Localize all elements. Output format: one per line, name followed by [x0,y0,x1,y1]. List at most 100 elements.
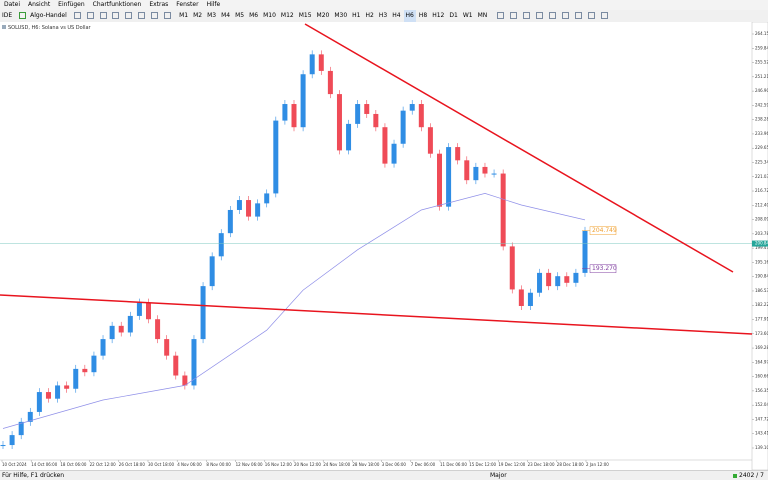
price-label: 255.529 [755,60,768,65]
time-label: 15 Dec 12:00 [469,462,496,467]
grid-icon[interactable] [151,12,159,19]
timeframe-button[interactable]: W1 [462,12,473,19]
timeframe-button[interactable]: M5 [235,12,245,19]
help-text: Für Hilfe, F1 drücken [2,472,65,479]
candle [437,153,442,207]
candle [9,435,15,446]
time-label: 28 Nov 18:00 [352,462,379,467]
timeframe-button[interactable]: D1 [449,12,458,19]
timeframe-button[interactable]: H4 [392,12,401,19]
candle [282,104,288,121]
menu-item[interactable]: Fenster [176,1,199,8]
zoom-icon[interactable] [138,12,146,19]
price-label: 238.281 [755,117,768,122]
candle [336,94,342,151]
hline-icon[interactable] [535,12,543,19]
timeframe-button[interactable]: H2 [365,12,374,19]
time-label: 8 Nov 00:00 [206,462,231,467]
ide-button[interactable]: IDE [2,12,13,19]
time-label: 26 Oct 18:00 [119,462,146,467]
vline-icon[interactable] [523,12,530,19]
price-label: 212.409 [755,202,768,207]
candle [364,104,370,114]
candle [0,445,6,447]
chart-icon[interactable] [99,12,107,19]
algo-button[interactable]: Algo-Handel [30,12,67,19]
price-label: 173.601 [755,331,768,336]
current-price-tag [752,240,768,247]
time-label: 22 Oct 12:00 [90,462,117,467]
menu-item[interactable]: Chartfunktionen [92,1,142,8]
timeframe-button[interactable]: M6 [249,12,259,19]
price-label: 251.217 [755,74,768,79]
candle [373,113,379,128]
candle [537,272,543,293]
zoom-icon[interactable] [125,12,133,19]
timeframe-button[interactable]: H6 [403,10,416,22]
candle [127,315,133,333]
time-label: 16 Nov 12:00 [265,462,292,467]
price-label: 139.105 [755,445,768,450]
timeframe-button[interactable]: M4 [221,12,231,19]
time-label: 7 Dec 06:00 [411,462,436,467]
timeframe-button[interactable]: M3 [207,12,217,19]
timeframe-button[interactable]: M2 [193,12,203,19]
price-label: 164.977 [755,359,768,364]
timeframe-button[interactable]: M30 [334,12,348,19]
symbol-icon [2,25,6,29]
candle [427,127,433,154]
chart-icon[interactable] [73,12,81,19]
channel-icon[interactable] [561,12,569,19]
timeframe-button[interactable]: M20 [316,12,330,19]
menu-item[interactable]: Hilfe [206,1,221,8]
time-label: 2 Jan 12:00 [586,462,609,467]
time-label: 20 Nov 12:00 [294,462,321,467]
price-label: 221.033 [755,174,768,179]
menu-item[interactable]: Datei [4,1,21,8]
candle [473,166,479,181]
chart-area: SOLUSD, H6: Solana vs US Dollar 204.749 1… [0,22,768,470]
shapes-icon[interactable] [600,12,608,19]
timeframe-button[interactable]: M12 [280,12,294,19]
chart-icon[interactable] [86,12,94,19]
candle [246,200,252,217]
price-label: 246.905 [755,88,768,93]
menu-item[interactable]: Einfügen [58,1,85,8]
candle [109,325,115,340]
price-label: 216.721 [755,188,768,193]
candle [555,276,561,287]
timeframe-button[interactable]: M10 [263,12,276,19]
price-label: 160.665 [755,374,768,379]
candle [309,54,315,75]
screenshot-icon[interactable] [164,12,172,19]
price-label: 186.537 [755,288,768,293]
menu-item[interactable]: Extras [149,1,169,8]
chart-icon[interactable] [112,12,120,19]
status-bar: Für Hilfe, F1 drücken Major 2402 / 7 Kb [0,470,768,480]
price-label: 143.417 [755,431,768,436]
timeframe-button[interactable]: H12 [432,12,445,19]
candle [191,339,197,386]
trendline-icon[interactable] [548,12,556,19]
menu-bar: Datei Ansicht Einfügen Chartfunktionen Extra… [0,0,768,10]
timeframe-button[interactable]: H8 [418,12,428,19]
candle [409,104,415,111]
menu-item[interactable]: Ansicht [28,1,51,8]
timeframe-button[interactable]: H1 [352,12,361,19]
timeframe-button[interactable]: M1 [179,12,189,19]
candle [164,339,170,356]
time-label: 18 Oct 06:00 [60,462,87,467]
fibo-icon[interactable] [574,12,582,19]
candle [18,421,24,436]
time-label: 19 Dec 12:00 [498,462,525,467]
crosshair-icon[interactable] [510,12,518,19]
timeframe-button[interactable]: H3 [378,12,388,19]
price-label: 152.041 [755,402,768,407]
candle [227,209,233,234]
text-icon[interactable] [587,12,595,19]
candle [509,246,515,290]
cursor-icon[interactable] [497,12,505,19]
timeframe-button[interactable]: M15 [298,12,312,19]
timeframe-button[interactable]: MN [477,12,488,19]
candle [155,319,161,340]
